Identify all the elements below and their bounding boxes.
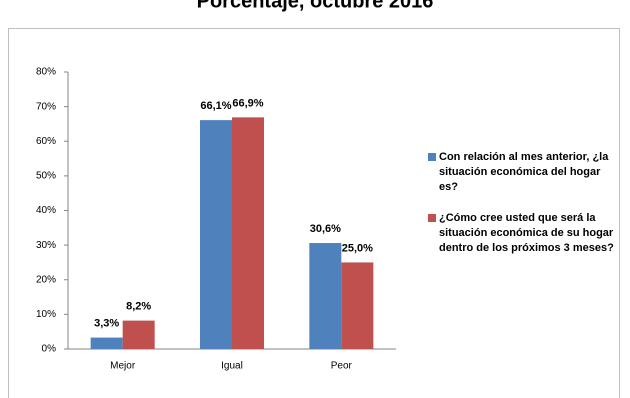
y-tick-label: 70%: [36, 101, 56, 112]
bar: [341, 262, 374, 349]
x-tick-label: Mejor: [110, 361, 136, 372]
y-tick-label: 30%: [36, 240, 56, 251]
value-label: 25,0%: [342, 242, 373, 254]
chart-title: Porcentaje, octubre 2016: [197, 0, 434, 12]
legend-label: Con relación al mes anterior, ¿la situac…: [439, 151, 609, 193]
chart-frame: [8, 28, 620, 398]
bar: [122, 320, 155, 349]
bar: [232, 117, 264, 349]
legend-item: Con relación al mes anterior, ¿la situac…: [428, 150, 618, 195]
y-tick-label: 60%: [36, 136, 56, 147]
x-tick-label: Igual: [221, 361, 243, 372]
y-tick-label: 50%: [36, 171, 56, 182]
value-label: 66,9%: [232, 97, 263, 109]
value-label: 3,3%: [94, 317, 119, 329]
x-tick-label: Peor: [331, 361, 353, 372]
legend-label: ¿Cómo cree usted que será la situación e…: [439, 212, 614, 254]
y-tick-label: 80%: [36, 67, 56, 78]
bar: [90, 337, 123, 349]
y-tick-label: 40%: [36, 205, 56, 216]
bar: [309, 243, 342, 349]
value-label: 30,6%: [310, 223, 341, 235]
value-label: 8,2%: [126, 301, 151, 313]
bar: [200, 120, 232, 349]
legend-swatch: [428, 214, 436, 222]
y-tick-label: 0%: [42, 344, 57, 355]
value-label: 66,1%: [200, 100, 231, 112]
y-tick-label: 10%: [36, 309, 56, 320]
y-tick-label: 20%: [36, 274, 56, 285]
legend-swatch: [428, 153, 436, 161]
legend-item: ¿Cómo cree usted que será la situación e…: [428, 211, 618, 256]
